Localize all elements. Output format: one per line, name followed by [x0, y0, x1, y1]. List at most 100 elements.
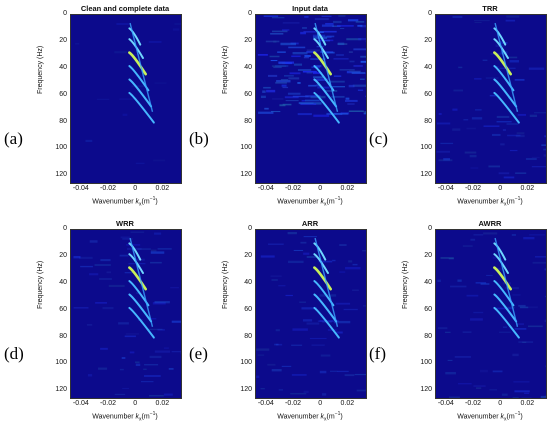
noise-streak — [270, 59, 278, 62]
mode-arc — [128, 266, 147, 291]
noise-streak — [282, 86, 289, 89]
noise-streak — [488, 165, 501, 168]
x-axis-label-part: (m — [326, 198, 335, 206]
noise-streak — [317, 39, 334, 42]
noise-streak — [452, 128, 461, 131]
noise-streak — [514, 390, 530, 393]
mode-arc — [493, 253, 509, 275]
x-tick-label: -0.04 — [437, 185, 454, 192]
x-axis-label-part: k — [135, 413, 140, 421]
noise-streak — [303, 30, 316, 33]
noise-streak — [297, 82, 301, 84]
noise-streak — [544, 319, 546, 323]
noise-streak — [304, 16, 309, 18]
noise-streak — [517, 113, 527, 116]
noise-streak — [332, 259, 336, 262]
noise-streak — [144, 364, 159, 366]
energy-ridge — [314, 237, 339, 327]
panel-b: (b) Input data 0 20 40 60 80 100 120 -0.04 -0.02 0 0… — [185, 0, 367, 215]
noise-streak — [470, 318, 483, 321]
x-axis-label-part: ) — [155, 413, 158, 421]
noise-streak — [303, 236, 317, 238]
noise-streak — [135, 363, 141, 366]
noise-streak — [436, 150, 451, 153]
x-axis-label-part: Wavenumber — [457, 413, 501, 421]
noise-streak — [511, 234, 516, 236]
y-axis-label: Frequency (Hz) — [37, 45, 44, 94]
noise-streak — [300, 31, 306, 35]
noise-streak — [475, 282, 487, 284]
x-axis-label-part: Wavenumber — [457, 198, 501, 206]
noise-streak — [95, 302, 107, 304]
x-axis-label-part: k — [320, 413, 325, 421]
heatmap-svg — [256, 232, 366, 396]
mode-arc — [128, 253, 144, 275]
x-tick-label: 0.02 — [155, 400, 170, 407]
noise-streak — [336, 24, 354, 27]
noise-streak — [306, 51, 317, 53]
noise-streak — [157, 248, 172, 250]
x-axis-label-part: (m — [141, 198, 150, 206]
noise-streak — [532, 261, 546, 264]
x-axis-label-part: −1 — [514, 411, 521, 417]
noise-streak — [356, 389, 366, 392]
noise-streak — [462, 245, 473, 247]
y-tick-label: 100 — [55, 144, 67, 152]
heatmap-svg — [257, 15, 366, 124]
noise-streak — [280, 79, 289, 81]
x-axis-label-part: ) — [155, 198, 158, 206]
noise-streak — [458, 383, 472, 385]
noise-streak — [271, 369, 282, 372]
noise-streak — [362, 250, 366, 252]
noise-streak — [348, 110, 364, 112]
noise-streak — [353, 48, 366, 51]
noise-streak — [438, 113, 442, 115]
noise-streak — [502, 128, 506, 132]
mode-arc — [493, 91, 520, 124]
noise-streak — [257, 54, 268, 56]
noise-streak — [474, 78, 482, 80]
mode-arc — [128, 242, 142, 261]
y-tick-label: 120 — [240, 171, 252, 179]
noise-streak — [270, 33, 284, 35]
noise-streak — [275, 81, 287, 84]
noise-streak — [143, 375, 161, 377]
noise-streak — [308, 84, 317, 87]
mode-arc — [313, 27, 327, 46]
noise-streak — [285, 100, 299, 102]
noise-streak — [489, 389, 497, 391]
x-axis-label-part: ) — [520, 413, 523, 421]
y-axis-label: Frequency (Hz) — [37, 260, 44, 309]
noise-streak — [515, 134, 525, 138]
x-axis-label-part: x — [324, 201, 327, 208]
noise-streak — [304, 99, 320, 102]
x-tick-label: 0 — [133, 400, 138, 407]
y-tick-label: 0 — [248, 225, 252, 232]
noise-streak — [362, 305, 366, 307]
energy-ridge — [494, 22, 519, 112]
noise-streak — [355, 20, 365, 23]
noise-streak — [473, 385, 486, 387]
noise-streak — [437, 122, 451, 125]
panel-label: (e) — [189, 344, 208, 363]
y-tick-label: 40 — [59, 63, 67, 71]
noise-streak — [331, 95, 345, 98]
noise-streak — [289, 72, 301, 75]
noise-streak — [440, 142, 454, 145]
y-tick-label: 40 — [424, 278, 432, 286]
noise-streak — [506, 15, 520, 18]
noise-streak — [505, 306, 515, 309]
noise-streak — [496, 115, 510, 118]
noise-streak — [153, 159, 166, 162]
noise-streak — [291, 55, 301, 58]
noise-streak — [180, 352, 181, 354]
noise-streak — [492, 133, 501, 136]
noise-streak — [80, 265, 93, 268]
panel-title: AWRR — [478, 219, 502, 228]
noise-streak — [89, 273, 99, 276]
noise-streak — [335, 302, 351, 305]
noise-streak — [288, 260, 304, 264]
noise-streak — [450, 285, 467, 288]
mode-arc — [313, 91, 340, 124]
panel-title: Input data — [292, 4, 328, 13]
